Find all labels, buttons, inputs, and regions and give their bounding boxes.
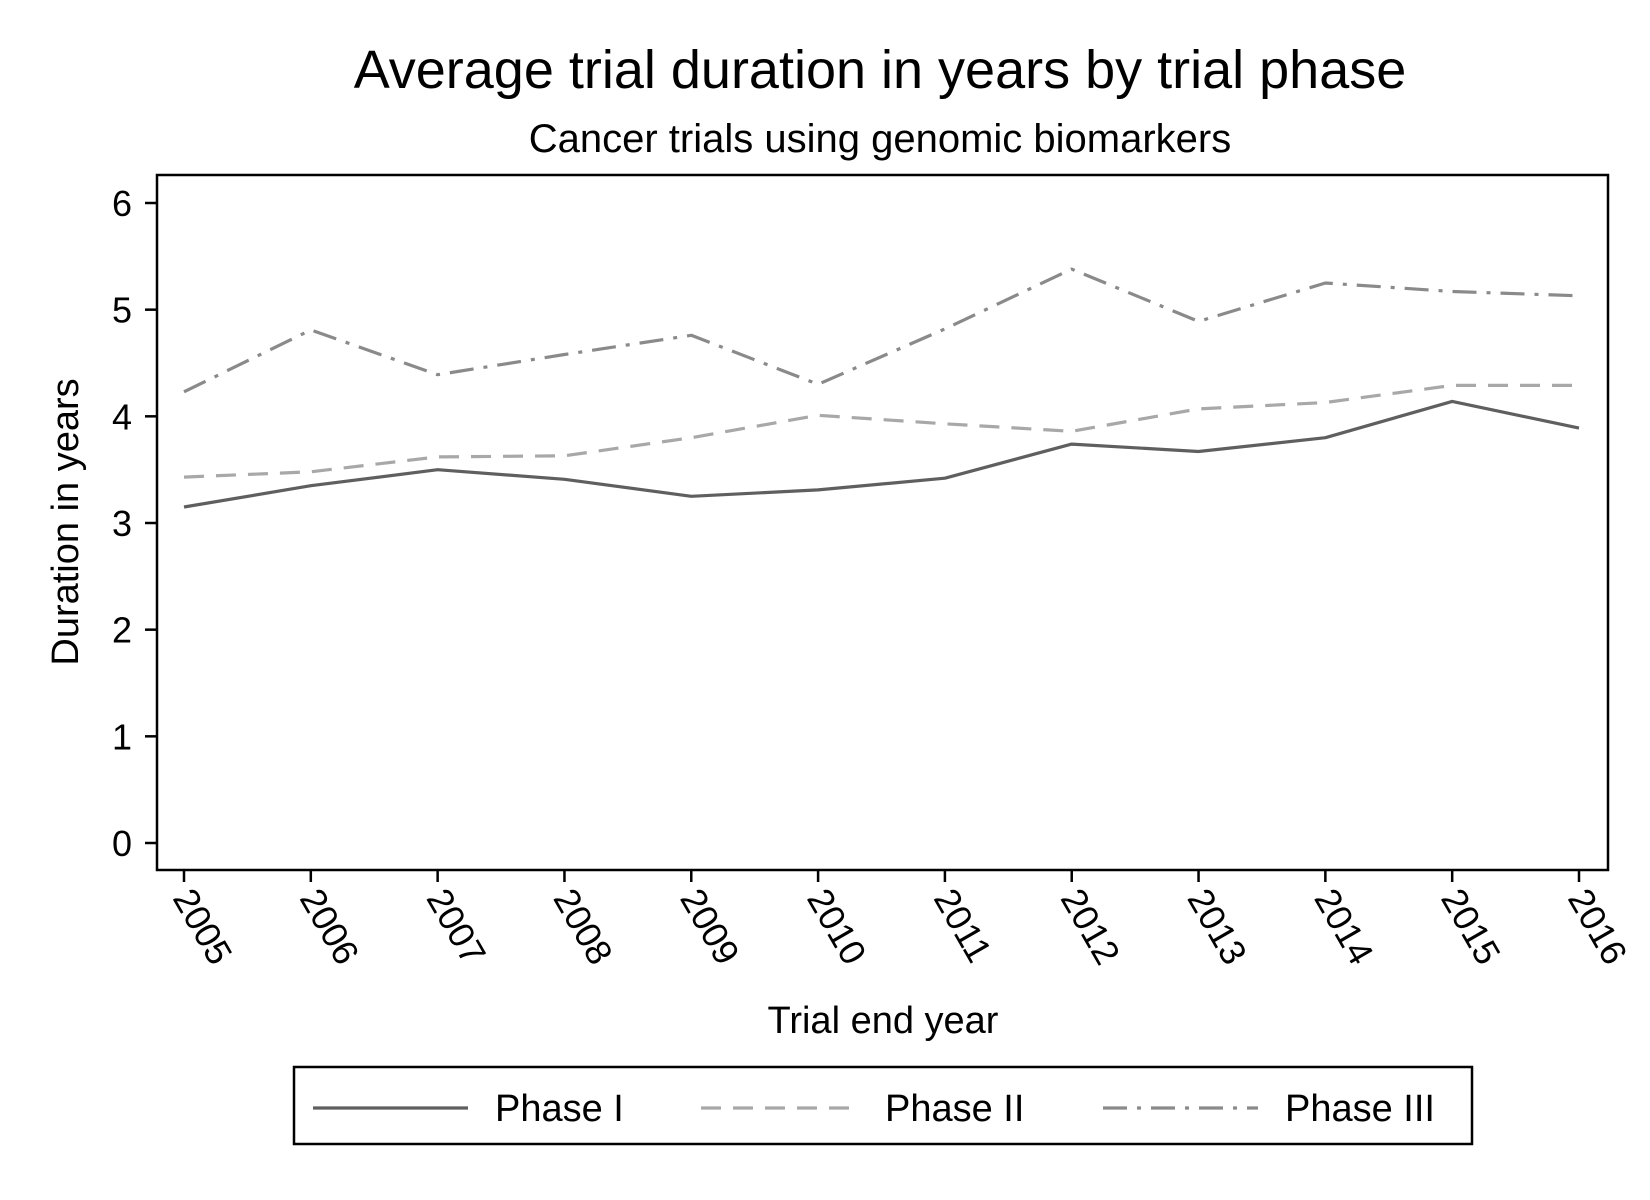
y-tick-label: 3: [112, 503, 132, 544]
legend-label-3: Phase III: [1285, 1088, 1435, 1130]
y-tick-label: 1: [112, 716, 132, 757]
x-tick-label: 2011: [926, 882, 1000, 970]
y-tick-label: 4: [112, 396, 132, 437]
legend-label-1: Phase I: [495, 1088, 624, 1130]
legend-label-2: Phase II: [885, 1088, 1024, 1130]
x-tick-label: 2015: [1433, 882, 1509, 972]
chart-subtitle: Cancer trials using genomic biomarkers: [529, 117, 1232, 161]
series-lines: [183, 267, 1580, 509]
x-tick-label: 2010: [799, 882, 875, 972]
y-tick-label: 2: [112, 610, 132, 651]
y-tick-label: 5: [112, 290, 132, 331]
x-tick-label: 2007: [419, 882, 495, 972]
x-tick-label: 2013: [1180, 882, 1256, 972]
series-line-3: [183, 267, 1580, 394]
legend-frame: [292, 1065, 1474, 1146]
x-tick-label: 2012: [1053, 882, 1129, 972]
chart-title: Average trial duration in years by trial…: [354, 40, 1407, 100]
series-line-2: [183, 383, 1579, 479]
y-tick-label: 0: [112, 823, 132, 864]
plot-area-frame: [155, 173, 1610, 872]
y-axis: 0 1 2 3 4 5 6: [112, 183, 157, 864]
legend: Phase I Phase II Phase III: [292, 1065, 1474, 1146]
x-tick-label: 2009: [672, 882, 748, 972]
x-axis-title: Trial end year: [768, 1000, 999, 1042]
y-axis-title: Duration in years: [45, 378, 87, 665]
x-tick-label: 2016: [1560, 882, 1636, 972]
x-tick-label: 2006: [292, 882, 368, 972]
x-tick-label: 2014: [1306, 882, 1382, 972]
x-tick-label: 2008: [546, 882, 622, 972]
series-line-1: [183, 399, 1580, 509]
x-axis: 2005 2006 2007 2008 2009 2010 2011 2012 2013 2014…: [165, 870, 1636, 971]
y-tick-label: 6: [112, 183, 132, 224]
x-tick-label: 2005: [165, 882, 241, 972]
